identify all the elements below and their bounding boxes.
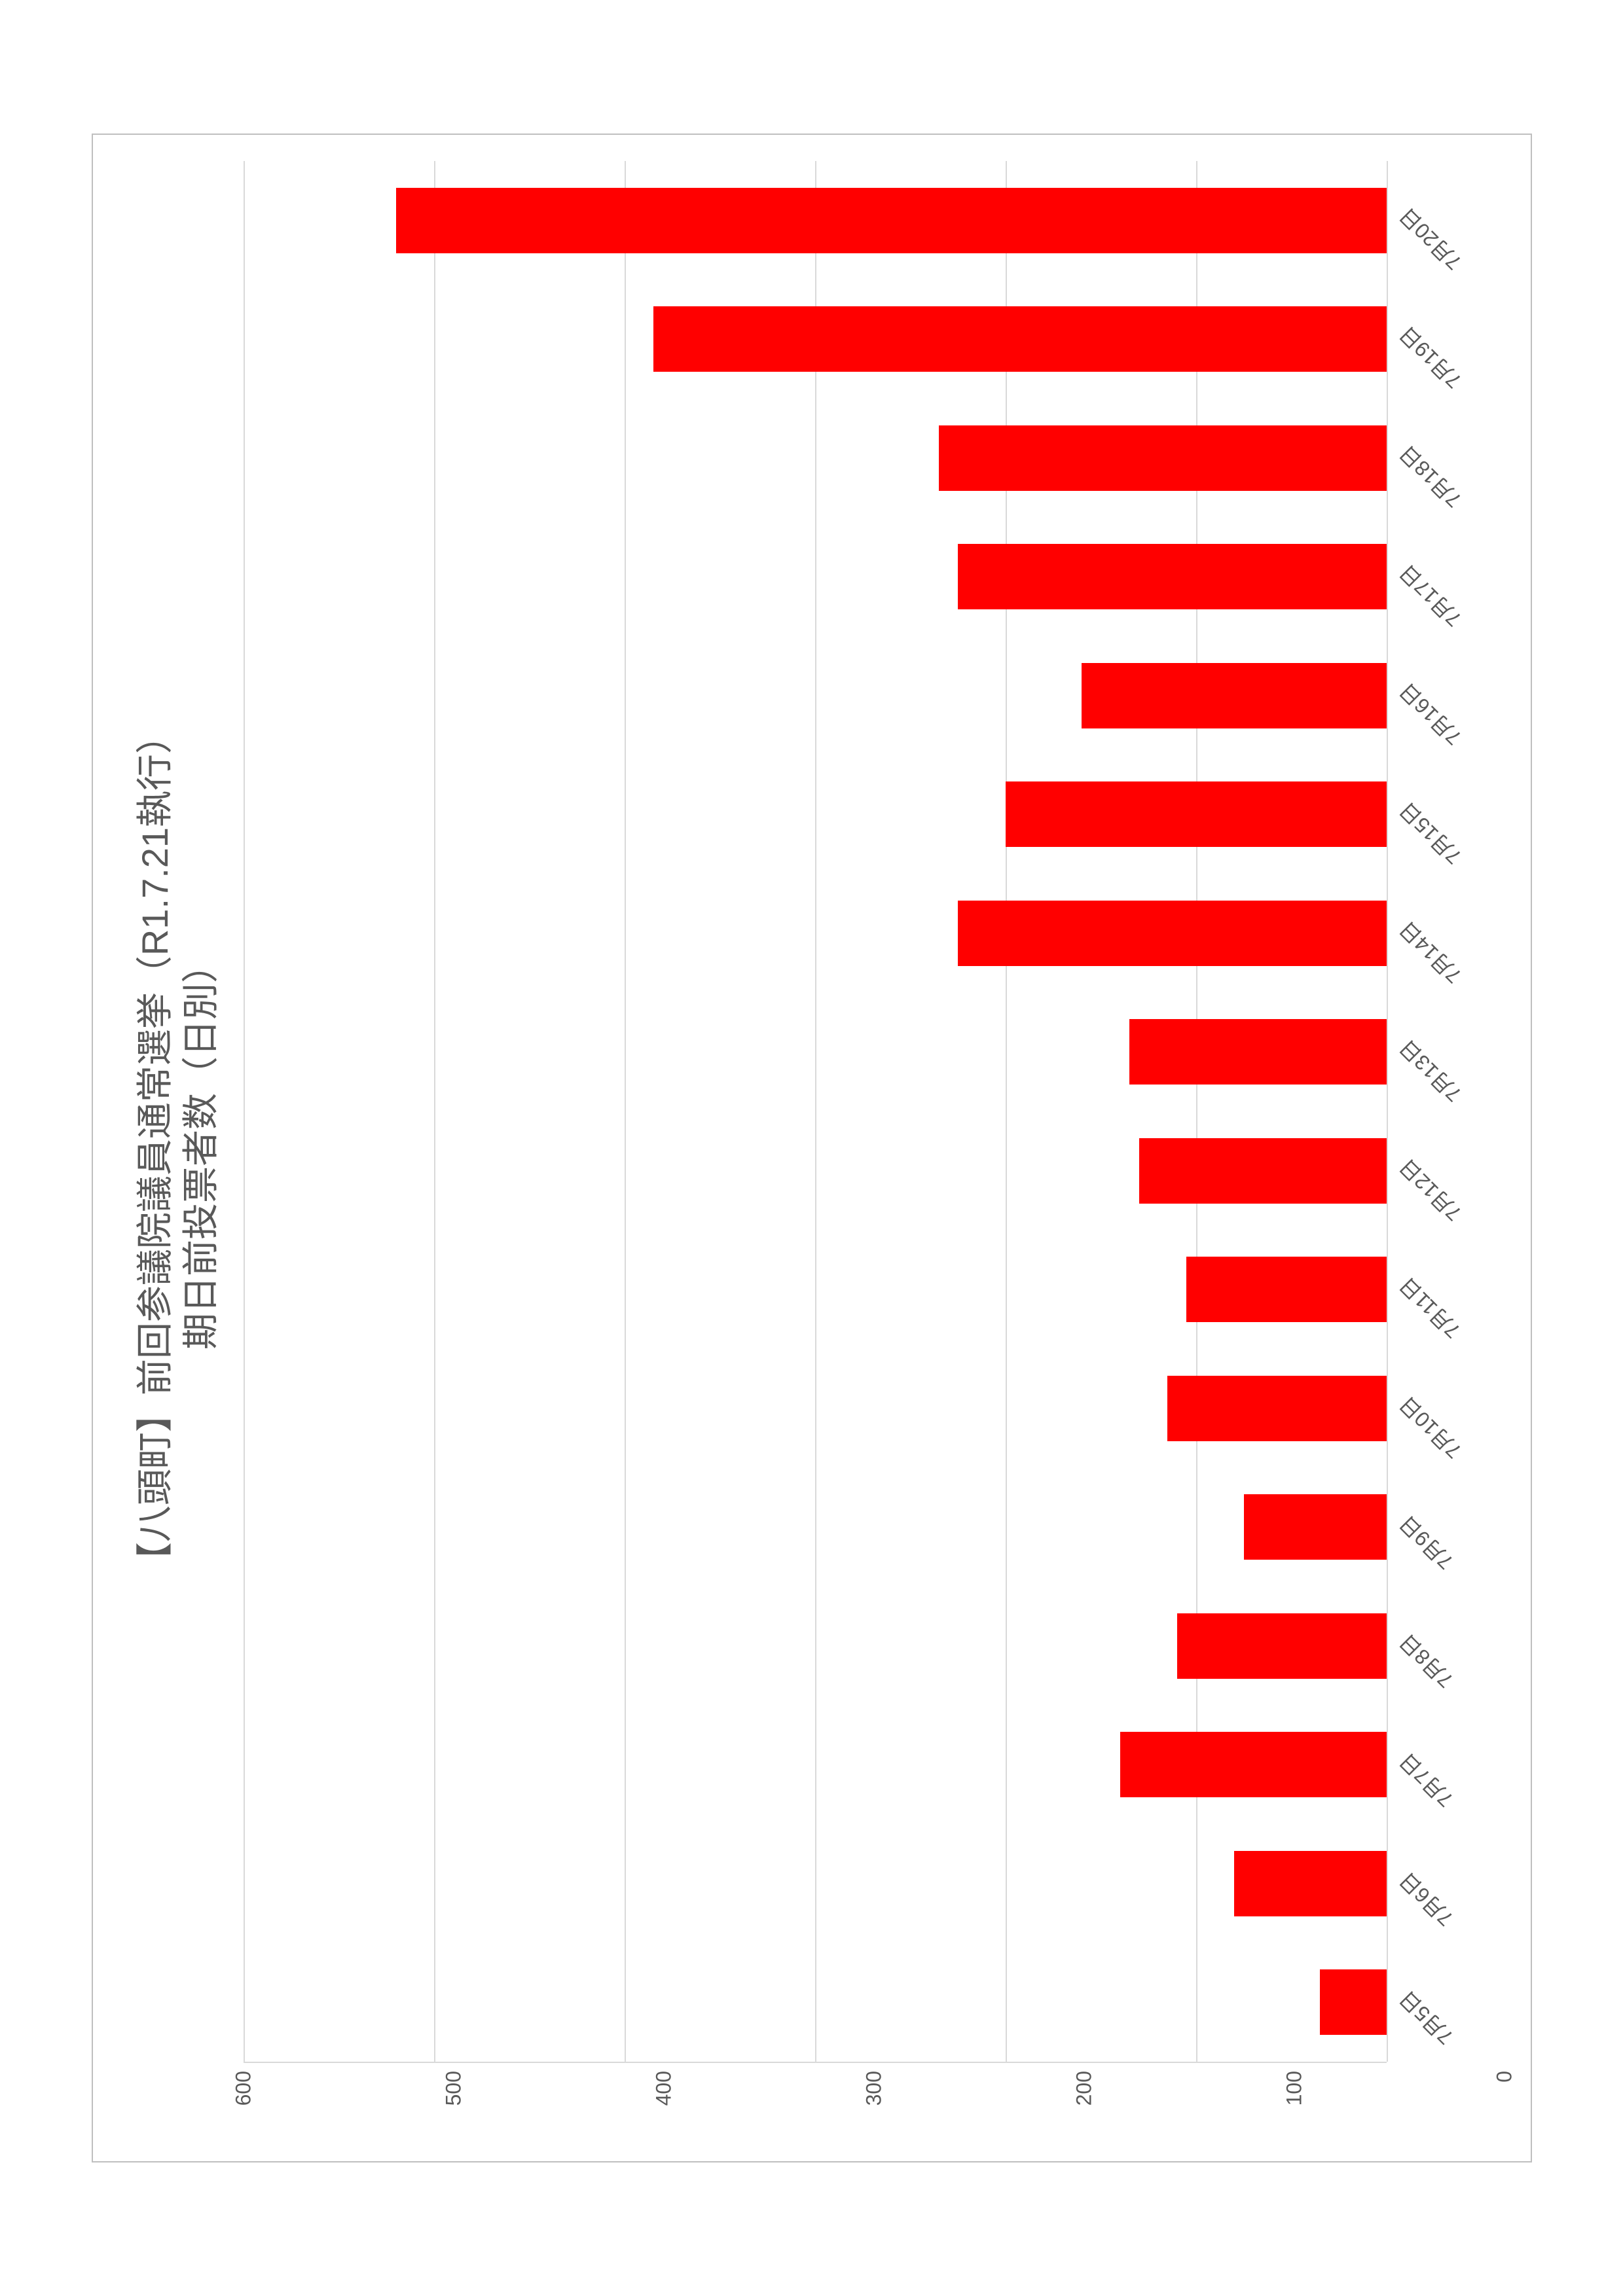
- bar: [958, 544, 1387, 609]
- y-tick-label: 500: [441, 2071, 465, 2106]
- x-tick-label: 7月15日: [1391, 797, 1467, 872]
- y-tick-label: 200: [1072, 2071, 1096, 2106]
- bar: [1120, 1732, 1386, 1797]
- x-tick-label: 7月14日: [1391, 915, 1467, 991]
- plot-outer: 0100200300400500600 7月5日7月6日7月7日7月8日7月9日…: [244, 161, 1504, 2135]
- x-tick-label: 7月13日: [1391, 1034, 1467, 1110]
- x-tick-label: 7月8日: [1391, 1628, 1459, 1696]
- page: 【八頭町】前回参議院議員通常選挙（R1.7.21執行） 期日前投票者数（日別） …: [0, 0, 1623, 2296]
- chart-title-line1: 【八頭町】前回参議院議員通常選挙（R1.7.21執行）: [132, 161, 178, 2135]
- y-tick-label: 100: [1282, 2071, 1306, 2106]
- x-tick-label: 7月20日: [1391, 202, 1467, 278]
- bar: [1139, 1138, 1386, 1204]
- plot-and-x: 7月5日 7月6日 7月7日 7月8日 7月9日 7月10日 7月11日 7月12日 7月13日…: [244, 161, 1504, 2063]
- bar: [653, 306, 1386, 372]
- y-tick-label: 300: [862, 2071, 886, 2106]
- chart-title-block: 【八頭町】前回参議院議員通常選挙（R1.7.21執行） 期日前投票者数（日別）: [132, 161, 224, 2135]
- x-tick-label: 7月9日: [1391, 1509, 1459, 1577]
- x-tick-label: 7月19日: [1391, 321, 1467, 397]
- x-tick-label: 7月5日: [1391, 1985, 1459, 2053]
- x-tick-label: 7月6日: [1391, 1866, 1459, 1933]
- x-tick-label: 7月12日: [1391, 1153, 1467, 1229]
- bar: [1186, 1257, 1387, 1322]
- gridline: [815, 161, 816, 2062]
- bar: [939, 425, 1387, 491]
- bar: [1006, 781, 1387, 847]
- gridline: [244, 161, 245, 2062]
- gridline: [433, 161, 435, 2062]
- y-tick-label: 400: [651, 2071, 676, 2106]
- bar: [958, 901, 1387, 966]
- x-axis: 7月5日 7月6日 7月7日 7月8日 7月9日 7月10日 7月11日 7月12日 7月13日…: [1387, 161, 1504, 2063]
- x-tick-label: 7月18日: [1391, 440, 1467, 516]
- bar: [1082, 663, 1387, 728]
- plot-area: [244, 161, 1387, 2063]
- bar: [1243, 1494, 1386, 1560]
- chart-title-line2: 期日前投票者数（日別）: [178, 161, 224, 2135]
- x-tick-label: 7月7日: [1391, 1748, 1459, 1815]
- bar: [1234, 1851, 1387, 1916]
- bar: [1176, 1613, 1386, 1679]
- x-tick-label: 7月17日: [1391, 558, 1467, 634]
- y-tick-label: 0: [1492, 2071, 1516, 2083]
- bar: [1320, 1969, 1387, 2035]
- y-axis: 0100200300400500600: [244, 2063, 1504, 2135]
- x-tick-label: 7月10日: [1391, 1391, 1467, 1467]
- chart-frame: 【八頭町】前回参議院議員通常選挙（R1.7.21執行） 期日前投票者数（日別） …: [92, 134, 1532, 2162]
- bar: [395, 188, 1386, 253]
- bar: [1129, 1019, 1387, 1085]
- gridline: [624, 161, 625, 2062]
- x-tick-label: 7月16日: [1391, 677, 1467, 753]
- chart-rotated-container: 【八頭町】前回参議院議員通常選挙（R1.7.21執行） 期日前投票者数（日別） …: [92, 134, 1532, 2162]
- x-tick-label: 7月11日: [1391, 1272, 1466, 1346]
- bar: [1167, 1376, 1387, 1441]
- y-tick-label: 600: [231, 2071, 255, 2106]
